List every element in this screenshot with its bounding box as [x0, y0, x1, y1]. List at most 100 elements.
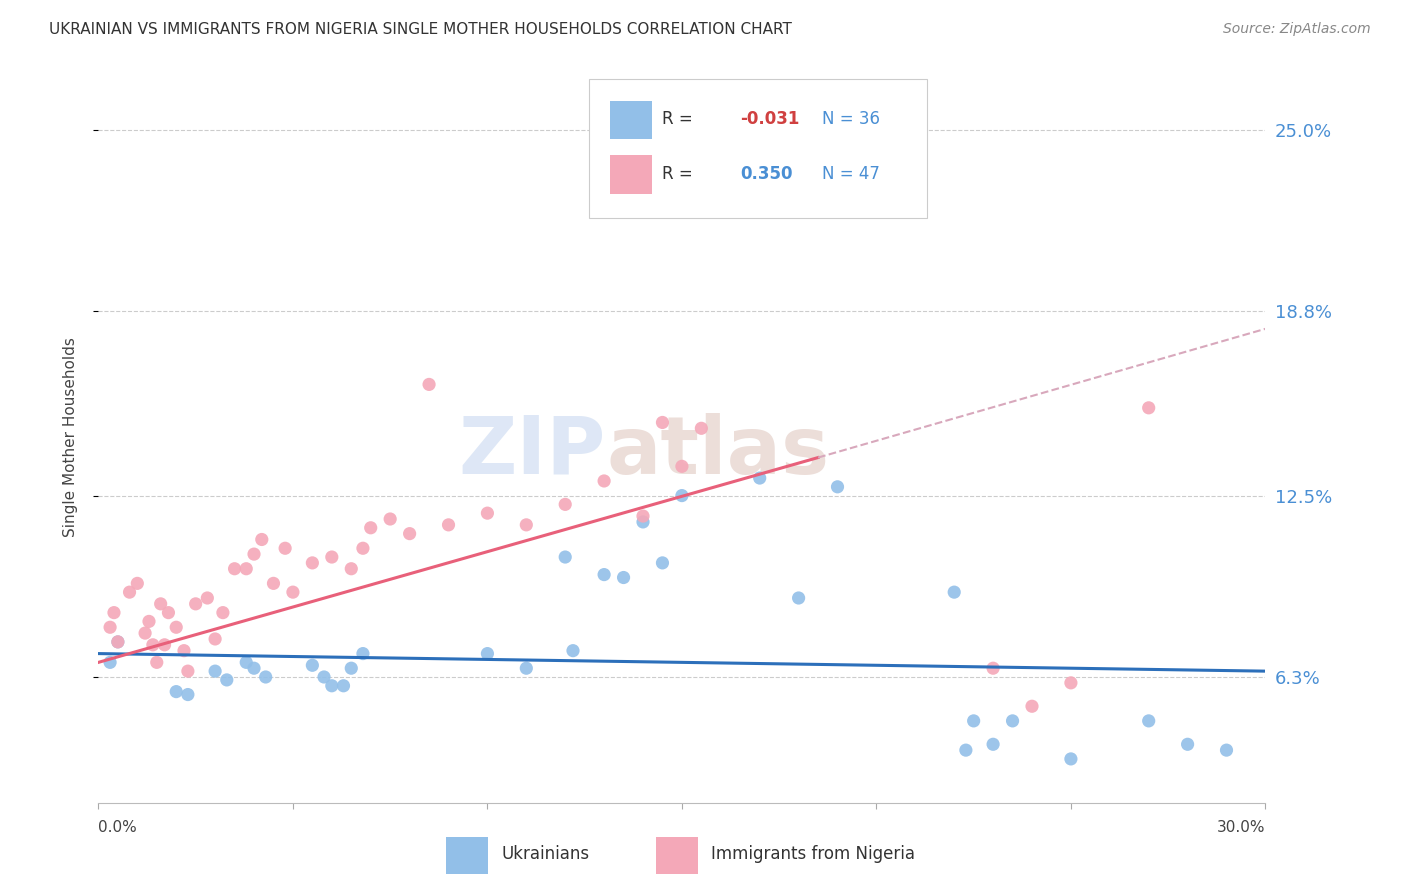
Point	[477, 506, 499, 520]
Point	[312, 670, 335, 684]
Point	[177, 688, 200, 702]
Point	[340, 661, 363, 675]
Point	[173, 643, 195, 657]
Point	[153, 638, 176, 652]
Point	[127, 576, 149, 591]
FancyBboxPatch shape	[589, 78, 927, 218]
Point	[107, 635, 129, 649]
Point	[332, 679, 354, 693]
FancyBboxPatch shape	[657, 838, 699, 874]
Point	[107, 635, 129, 649]
Point	[165, 684, 187, 698]
Text: 0.350: 0.350	[741, 165, 793, 183]
Point	[955, 743, 977, 757]
Point	[340, 562, 363, 576]
Point	[235, 656, 257, 670]
Point	[631, 515, 654, 529]
Text: ZIP: ZIP	[458, 413, 606, 491]
Point	[554, 549, 576, 564]
Point	[195, 591, 218, 605]
Point	[418, 377, 440, 392]
Point	[515, 517, 537, 532]
Text: Source: ZipAtlas.com: Source: ZipAtlas.com	[1223, 22, 1371, 37]
Point	[981, 737, 1004, 751]
Text: Ukrainians: Ukrainians	[501, 845, 589, 863]
Point	[562, 643, 585, 657]
Point	[243, 547, 266, 561]
Point	[398, 526, 420, 541]
Point	[1060, 752, 1083, 766]
Point	[212, 606, 235, 620]
Point	[748, 471, 770, 485]
Point	[1021, 699, 1043, 714]
Point	[301, 556, 323, 570]
Point	[962, 714, 984, 728]
Text: R =: R =	[662, 110, 697, 128]
FancyBboxPatch shape	[610, 155, 651, 194]
Point	[651, 556, 673, 570]
Point	[593, 474, 616, 488]
Point	[134, 626, 156, 640]
Point	[281, 585, 304, 599]
Point	[515, 661, 537, 675]
Point	[437, 517, 460, 532]
Text: 30.0%: 30.0%	[1218, 821, 1265, 835]
Point	[651, 416, 673, 430]
Point	[177, 664, 200, 678]
Point	[360, 521, 382, 535]
Point	[157, 606, 180, 620]
Text: R =: R =	[662, 165, 697, 183]
Point	[235, 562, 257, 576]
Point	[671, 459, 693, 474]
FancyBboxPatch shape	[610, 101, 651, 138]
Point	[165, 620, 187, 634]
Point	[690, 421, 713, 435]
Point	[380, 512, 402, 526]
Point	[671, 489, 693, 503]
Point	[138, 615, 160, 629]
Text: 0.0%: 0.0%	[98, 821, 138, 835]
Point	[352, 541, 374, 556]
Y-axis label: Single Mother Households: Single Mother Households	[63, 337, 77, 537]
Point	[352, 647, 374, 661]
Point	[613, 570, 636, 584]
Text: UKRAINIAN VS IMMIGRANTS FROM NIGERIA SINGLE MOTHER HOUSEHOLDS CORRELATION CHART: UKRAINIAN VS IMMIGRANTS FROM NIGERIA SIN…	[49, 22, 792, 37]
Text: -0.031: -0.031	[741, 110, 800, 128]
Point	[149, 597, 172, 611]
Point	[477, 647, 499, 661]
Text: N = 36: N = 36	[823, 110, 880, 128]
Point	[1137, 714, 1160, 728]
Point	[554, 497, 576, 511]
Point	[118, 585, 141, 599]
Point	[142, 638, 165, 652]
Point	[1215, 743, 1237, 757]
Point	[827, 480, 849, 494]
Point	[981, 661, 1004, 675]
Point	[787, 591, 810, 605]
Point	[593, 567, 616, 582]
Point	[103, 606, 125, 620]
Point	[321, 549, 343, 564]
Point	[943, 585, 966, 599]
Point	[146, 656, 169, 670]
Point	[262, 576, 284, 591]
Point	[1177, 737, 1199, 751]
Text: Immigrants from Nigeria: Immigrants from Nigeria	[711, 845, 915, 863]
Point	[204, 632, 226, 646]
Point	[1001, 714, 1024, 728]
Text: atlas: atlas	[606, 413, 830, 491]
FancyBboxPatch shape	[446, 838, 488, 874]
Point	[254, 670, 277, 684]
Point	[204, 664, 226, 678]
Point	[215, 673, 238, 687]
Point	[98, 656, 121, 670]
Point	[224, 562, 246, 576]
Text: N = 47: N = 47	[823, 165, 880, 183]
Point	[1060, 676, 1083, 690]
Point	[274, 541, 297, 556]
Point	[243, 661, 266, 675]
Point	[250, 533, 273, 547]
Point	[184, 597, 207, 611]
Point	[98, 620, 121, 634]
Point	[1137, 401, 1160, 415]
